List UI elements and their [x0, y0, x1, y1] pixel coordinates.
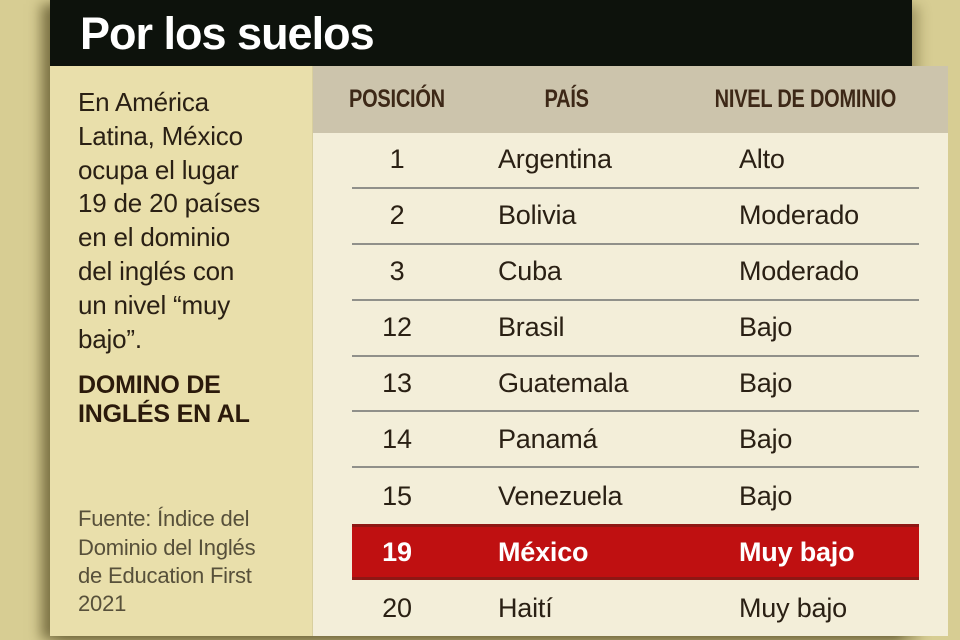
country-cell: Guatemala — [498, 367, 629, 398]
position-cell: 20 — [382, 592, 412, 623]
country-cell: Brasil — [498, 312, 565, 343]
column-header-level: NIVEL DE DOMINIO — [714, 84, 897, 113]
table-row: 2 Bolivia Moderado — [313, 189, 948, 245]
table-row: 14 Panamá Bajo — [313, 412, 948, 469]
country-cell: Haití — [498, 592, 553, 623]
country-cell: Argentina — [498, 144, 612, 175]
column-header-position: POSICIÓN — [349, 84, 445, 113]
position-cell: 2 — [389, 200, 405, 231]
ranking-table: POSICIÓN PAÍS NIVEL DE DOMINIO 1 Argentin… — [313, 66, 948, 636]
country-cell: Venezuela — [498, 480, 623, 511]
country-cell: Cuba — [498, 256, 562, 287]
table-row: 1 Argentina Alto — [313, 133, 948, 189]
country-cell: Panamá — [498, 423, 598, 454]
title-bar: Por los suelos — [50, 0, 912, 66]
level-cell: Bajo — [739, 312, 793, 343]
position-cell: 12 — [382, 312, 412, 343]
level-cell: Alto — [739, 144, 785, 175]
position-cell: 13 — [382, 367, 412, 398]
content-columns: En América Latina, México ocupa el lugar… — [50, 66, 948, 636]
country-cell: Bolivia — [498, 200, 577, 231]
table-row: 3 Cuba Moderado — [313, 245, 948, 301]
table-row-highlighted: 19 México Muy bajo — [313, 524, 948, 581]
table-row: 20 Haití Muy bajo — [313, 580, 948, 636]
sidebar-heading: DOMINO DE INGLÉS EN AL — [78, 371, 250, 428]
level-cell: Muy bajo — [739, 536, 855, 567]
level-cell: Moderado — [739, 200, 859, 231]
table-row: 15 Venezuela Bajo — [313, 468, 948, 524]
position-cell: 3 — [389, 256, 405, 287]
level-cell: Bajo — [739, 480, 793, 511]
position-cell: 1 — [389, 144, 405, 175]
country-cell: México — [498, 536, 589, 567]
level-cell: Bajo — [739, 367, 793, 398]
page-title: Por los suelos — [80, 7, 375, 59]
table-body: 1 Argentina Alto 2 Bolivia Moderado 3 Cuba Moder… — [313, 133, 948, 636]
intro-paragraph: En América Latina, México ocupa el lugar… — [78, 87, 261, 354]
source-note: Fuente: Índice del Dominio del Inglés de… — [78, 506, 256, 616]
position-cell: 19 — [382, 536, 412, 567]
table-row: 13 Guatemala Bajo — [313, 357, 948, 413]
table-header-row: POSICIÓN PAÍS NIVEL DE DOMINIO — [313, 66, 948, 133]
sidebar: En América Latina, México ocupa el lugar… — [50, 66, 313, 636]
position-cell: 15 — [382, 480, 412, 511]
level-cell: Moderado — [739, 256, 859, 287]
column-header-country: PAÍS — [544, 84, 590, 113]
position-cell: 14 — [382, 423, 412, 454]
level-cell: Bajo — [739, 423, 793, 454]
table-row: 12 Brasil Bajo — [313, 301, 948, 357]
level-cell: Muy bajo — [739, 592, 847, 623]
infographic-panel: Por los suelos En América Latina, México… — [50, 0, 948, 636]
